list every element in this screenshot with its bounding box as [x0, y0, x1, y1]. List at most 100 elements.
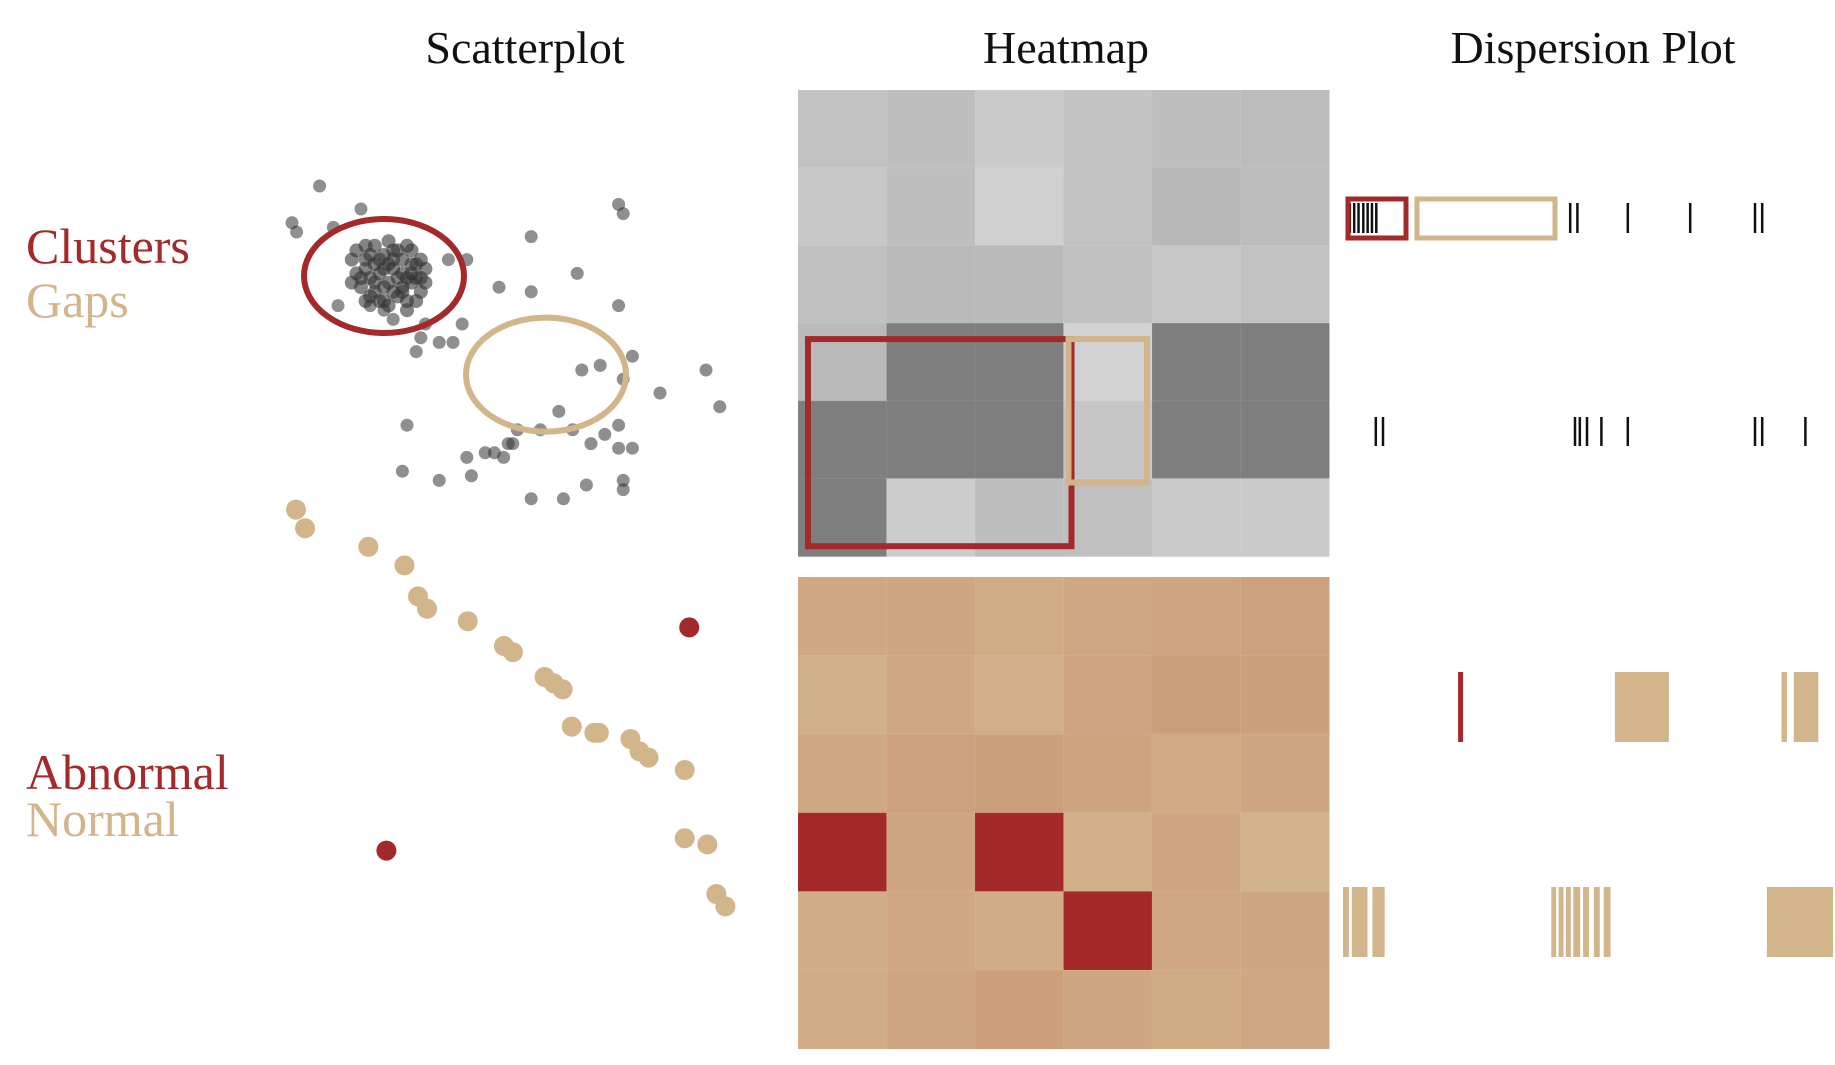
abnormal-normal-scatterplot: [286, 499, 736, 917]
cluster-point-43: [363, 271, 378, 285]
scatter-point-4: [290, 225, 304, 239]
heatmap-cell-r1-c2: [974, 655, 1065, 736]
scatter-point-1: [313, 179, 327, 193]
dispersion-normal-row2-5: [1565, 887, 1571, 957]
scatter-point-49: [579, 478, 593, 492]
heatmap-cell-r1-c4: [1151, 655, 1242, 736]
heatmap-cell-r1-c3: [1063, 655, 1153, 736]
scatter-point-44: [497, 450, 511, 464]
heatmap-cell-r4-c2: [974, 400, 1065, 480]
scatterplot-column-title: Scatterplot: [425, 22, 624, 73]
scatter-point-13: [455, 317, 469, 331]
dispersion-normal-row2-3: [1551, 887, 1557, 957]
dispersion-cluster-box: [1345, 196, 1409, 241]
heatmap-cell-r1-c4: [1151, 167, 1242, 247]
heatmap-cell-r1-c2: [974, 167, 1065, 247]
scatter-point-36: [612, 418, 626, 432]
cluster-point-31: [367, 284, 382, 299]
cluster-point-28: [409, 294, 424, 308]
heatmap-cell-r3-c4: [1151, 812, 1242, 893]
normal-point-0: [286, 499, 306, 520]
heatmap-cell-r2-c5: [1240, 733, 1330, 814]
normal-point-20: [697, 834, 718, 855]
heatmap-cell-r5-c3: [1063, 969, 1153, 1050]
normal-point-17: [638, 747, 659, 768]
normal-point-3: [394, 555, 415, 576]
scatter-point-51: [556, 492, 570, 506]
heatmap-cell-r2-c2: [974, 733, 1065, 814]
abnormal-normal-dispersion-plot: [1343, 672, 1833, 957]
heatmap-cell-r3-c5: [1240, 322, 1330, 402]
scatter-point-37: [598, 427, 612, 441]
heatmap-cell-r0-c5: [1240, 576, 1330, 657]
scatter-point-45: [478, 446, 492, 460]
heatmap-cell-r0-c0: [797, 89, 888, 169]
heatmap-cell-r1-c1: [886, 655, 976, 736]
scatter-point-54: [612, 441, 626, 455]
clusters-gaps-scatterplot: [285, 179, 727, 506]
scatter-point-46: [464, 469, 478, 483]
heatmap-cell-r2-c1: [886, 244, 976, 325]
heatmap-cell-r5-c1: [886, 969, 976, 1050]
scatter-point-21: [612, 299, 626, 313]
scatter-point-43: [400, 418, 414, 432]
abnormal-point-0: [679, 617, 700, 638]
heatmap-cell-r0-c4: [1151, 576, 1242, 657]
scatter-point-53: [616, 473, 630, 487]
heatmap-cell-r0-c0: [797, 576, 888, 657]
heatmap-cell-r2-c2: [974, 244, 1065, 325]
scatter-point-24: [625, 349, 639, 363]
heatmap-cell-r2-c0: [797, 733, 888, 814]
heatmap-cell-r3-c3: [1063, 812, 1153, 893]
scatter-point-31: [552, 404, 566, 418]
scatter-point-15: [409, 345, 423, 359]
heatmap-cell-r0-c1: [886, 576, 976, 657]
heatmap-cell-r4-c0: [797, 400, 888, 480]
heatmap-cell-r5-c0: [797, 969, 888, 1050]
dispersion-normal-row2-0: [1343, 887, 1349, 957]
heatmap-cell-r2-c0: [797, 244, 888, 325]
clusters-gaps-dispersion-plot: [1345, 196, 1807, 446]
normal-point-14: [588, 722, 609, 743]
cluster-point-53: [358, 238, 373, 253]
scatter-point-27: [653, 386, 667, 400]
cluster-point-35: [358, 294, 373, 308]
scatter-point-29: [699, 363, 713, 377]
heatmap-cell-r5-c4: [1151, 478, 1242, 558]
gap-outline: [463, 314, 629, 435]
row-label-normal: Normal: [26, 791, 179, 847]
heatmap-cell-r3-c5: [1240, 812, 1330, 893]
scatter-point-48: [395, 464, 409, 478]
heatmap-cell-r3-c0: [797, 812, 888, 893]
scatter-point-52: [524, 492, 538, 506]
dispersion-normal-row2-4: [1558, 887, 1564, 957]
cluster-point-34: [395, 252, 410, 267]
scatter-point-26: [593, 358, 607, 372]
scatter-point-5: [441, 253, 455, 267]
normal-point-12: [561, 716, 582, 737]
scatter-point-39: [584, 437, 598, 451]
heatmap-cell-r2-c4: [1151, 244, 1242, 325]
dispersion-normal-row2-9: [1603, 887, 1611, 957]
scatter-point-28: [575, 363, 589, 377]
heatmap-cell-r3-c4: [1151, 322, 1242, 402]
heatmap-cell-r4-c3: [1063, 400, 1153, 480]
cluster-point-51: [381, 257, 396, 272]
heatmap-cell-r4-c4: [1151, 400, 1242, 480]
scatter-point-14: [414, 331, 428, 345]
normal-point-1: [295, 518, 316, 539]
heatmap-gap-box: [1065, 336, 1150, 486]
heatmap-cell-r3-c1: [886, 322, 976, 402]
cluster-outline: [301, 216, 467, 336]
heatmap-cell-r0-c3: [1063, 89, 1153, 169]
cluster-point-48: [367, 257, 382, 272]
heatmap-cell-r5-c4: [1151, 969, 1242, 1050]
row-label-clusters: Clusters: [26, 218, 190, 274]
abnormal-normal-heatmap: [797, 576, 1330, 1050]
dispersion-normal-row2-8: [1593, 887, 1600, 957]
scatter-point-47: [432, 473, 446, 487]
heatmap-cell-r4-c4: [1151, 890, 1242, 972]
cluster-point-50: [344, 275, 359, 290]
scatter-point-40: [501, 437, 515, 451]
